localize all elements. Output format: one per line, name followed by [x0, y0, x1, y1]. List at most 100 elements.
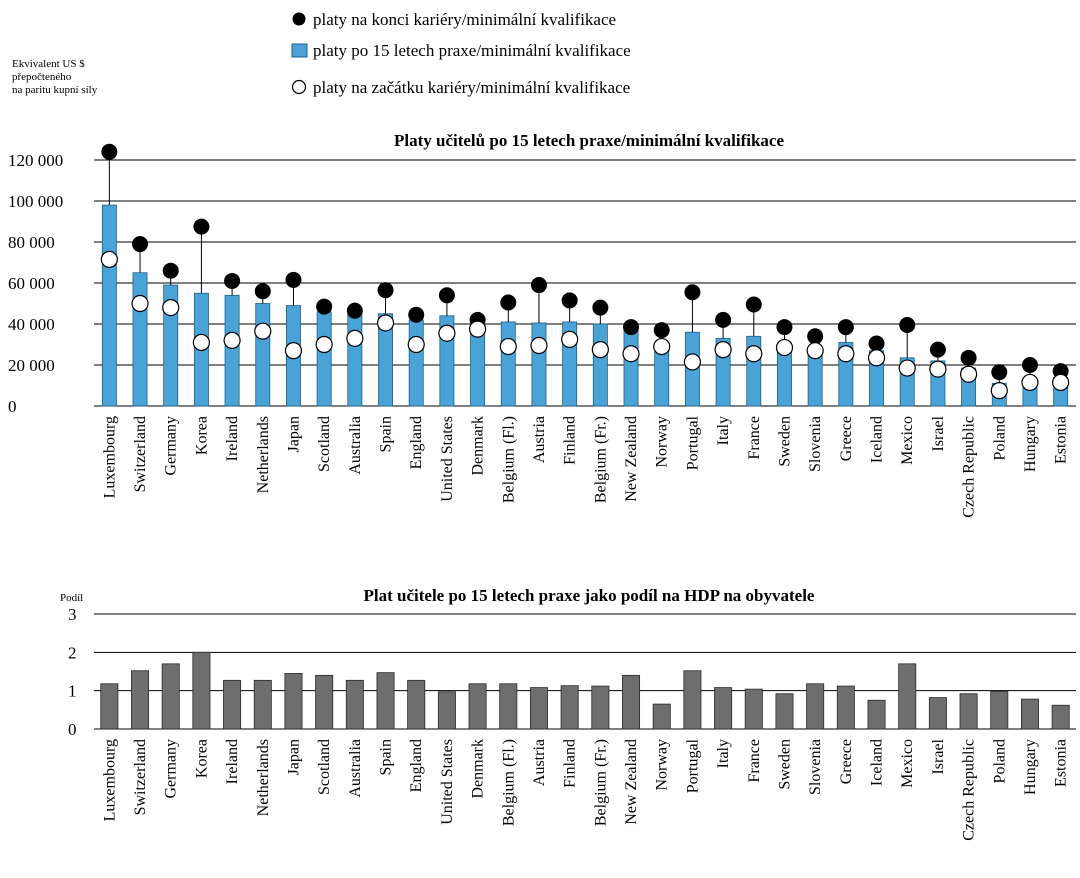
legend-label-career-end: platy na konci kariéry/minimální kvalifi…: [313, 10, 616, 29]
bottom-category-label-netherlands: Netherlands: [255, 739, 272, 816]
career-end-marker-ireland: [224, 272, 241, 289]
bottom-category-label-germany: Germany: [163, 739, 180, 799]
bottom-category-label-greece: Greece: [838, 739, 855, 784]
category-label-finland: Finland: [562, 416, 579, 465]
bottom-category-label-switzerland: Switzerland: [132, 739, 149, 815]
category-label-sweden: Sweden: [776, 416, 793, 467]
bottom-category-label-belgium-fl: Belgium (Fl.): [500, 739, 517, 826]
top-chart-career-end-markers: [101, 143, 1069, 381]
share-bar-iceland: [867, 699, 886, 730]
bottom-category-label-ireland: Ireland: [224, 739, 241, 784]
category-label-norway: Norway: [654, 416, 671, 468]
career-end-marker-sweden: [776, 319, 793, 336]
top-y-tick-label: 120 000: [8, 151, 63, 170]
bottom-y-tick-label: 0: [68, 720, 77, 739]
category-label-portugal: Portugal: [684, 415, 701, 470]
career-end-marker-iceland: [868, 335, 885, 352]
career-end-marker-korea: [193, 218, 210, 235]
bar-belgium-fl: [500, 321, 516, 407]
category-label-france: France: [746, 416, 763, 460]
career-end-marker-mexico: [899, 317, 916, 334]
career-start-marker-austria: [530, 336, 548, 355]
career-start-marker-ireland: [223, 331, 241, 349]
career-end-marker-luxembourg: [101, 143, 118, 160]
career-start-marker-slovenia: [806, 342, 824, 360]
category-label-ireland: Ireland: [224, 416, 241, 461]
bottom-category-label-belgium-fr: Belgium (Fr.): [592, 739, 609, 826]
career-end-marker-belgium-fl: [500, 294, 517, 311]
share-bar-belgium-fl: [499, 683, 518, 730]
career-start-marker-new-zealand: [622, 345, 640, 363]
bottom-category-label-israel: Israel: [930, 738, 947, 774]
bottom-category-label-estonia: Estonia: [1053, 739, 1070, 787]
career-start-marker-france: [745, 345, 763, 363]
category-label-israel: Israel: [930, 415, 947, 451]
career-end-marker-united-states: [438, 287, 455, 304]
share-bar-japan: [284, 673, 303, 730]
career-start-marker-mexico: [898, 359, 916, 377]
bottom-category-label-portugal: Portugal: [684, 738, 701, 793]
career-start-marker-united-states: [438, 324, 456, 342]
career-start-marker-switzerland: [131, 294, 149, 313]
career-start-marker-portugal: [683, 353, 702, 371]
share-bar-czech-republic: [959, 693, 978, 730]
career-start-marker-belgium-fl: [499, 337, 517, 356]
category-label-hungary: Hungary: [1022, 416, 1039, 472]
share-bar-spain: [376, 672, 395, 730]
career-end-marker-france: [745, 296, 762, 313]
bottom-category-label-hungary: Hungary: [1022, 739, 1039, 795]
category-label-belgium-fl: Belgium (Fl.): [500, 416, 517, 503]
career-start-marker-belgium-fr: [591, 341, 609, 359]
top-y-tick-label: 60 000: [8, 274, 55, 293]
top-y-tick-label: 0: [8, 397, 17, 416]
category-label-england: England: [408, 416, 425, 469]
career-start-marker-italy: [714, 341, 732, 359]
career-start-marker-finland: [561, 330, 579, 348]
career-end-marker-italy: [715, 311, 732, 328]
bar-new-zealand: [623, 329, 639, 407]
category-label-luxembourg: Luxembourg: [101, 416, 118, 498]
bottom-category-label-england: England: [408, 739, 425, 792]
career-end-marker-spain: [377, 282, 394, 299]
share-bar-finland: [560, 685, 579, 730]
career-start-marker-scotland: [315, 335, 333, 354]
bar-switzerland: [132, 272, 148, 407]
category-label-austria: Austria: [531, 416, 548, 463]
bottom-category-label-korea: Korea: [193, 739, 210, 778]
category-label-united-states: United States: [439, 416, 456, 502]
top-chart-range-lines: [108, 151, 1062, 384]
share-bar-united-states: [437, 691, 456, 730]
bottom-category-label-united-states: United States: [439, 739, 456, 825]
bottom-category-label-finland: Finland: [562, 739, 579, 788]
bottom-category-label-czech-republic: Czech Republic: [961, 739, 978, 841]
top-chart-ylabel-line-3: na paritu kupní síly: [12, 84, 98, 96]
bottom-category-label-slovenia: Slovenia: [807, 739, 824, 795]
career-end-marker-belgium-fr: [592, 299, 609, 316]
bottom-chart-bars: [100, 651, 1070, 730]
category-label-greece: Greece: [838, 416, 855, 461]
top-y-tick-label: 80 000: [8, 233, 55, 252]
share-bar-italy: [714, 687, 733, 730]
share-bar-poland: [990, 691, 1009, 730]
top-chart-gridlines: [94, 159, 1076, 407]
career-end-marker-england: [408, 306, 425, 323]
top-chart-y-tick-labels: 0 20 000 40 000 60 000 80 000 100 000 120 000: [8, 151, 63, 416]
career-start-marker-england: [407, 335, 425, 354]
career-end-marker-netherlands: [254, 283, 271, 300]
career-start-marker-poland: [990, 382, 1008, 400]
legend-marker-career-end: [292, 12, 306, 26]
share-bar-norway: [652, 703, 671, 730]
career-end-marker-israel: [929, 341, 946, 358]
career-end-marker-poland: [991, 364, 1008, 381]
bottom-chart-ylabel: Podíl: [60, 592, 83, 604]
share-bar-new-zealand: [622, 674, 641, 730]
bottom-category-label-iceland: Iceland: [869, 739, 886, 786]
legend-label-career-start: platy na začátku kariéry/minimální kvali…: [313, 78, 630, 97]
share-bar-australia: [345, 679, 364, 730]
bottom-category-label-scotland: Scotland: [316, 739, 333, 795]
share-bar-mexico: [898, 663, 917, 730]
bottom-chart-y-tick-labels: 0 1 2 3: [68, 605, 77, 739]
career-end-marker-switzerland: [132, 236, 149, 253]
category-label-poland: Poland: [991, 416, 1008, 460]
share-bar-slovenia: [806, 683, 825, 730]
